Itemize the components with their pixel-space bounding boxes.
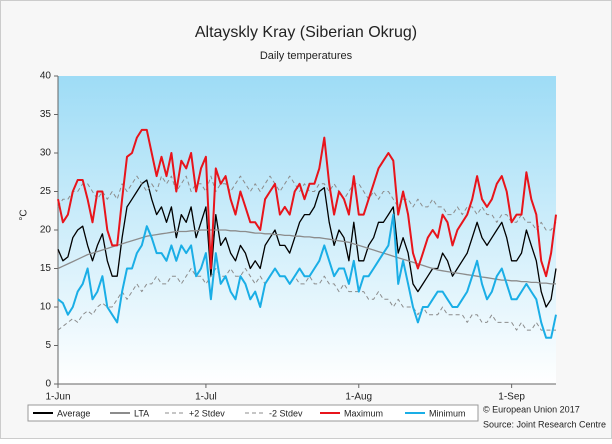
series-line bbox=[57, 175, 557, 231]
y-tick-label: 15 bbox=[40, 263, 52, 274]
y-tick-label: 30 bbox=[40, 148, 52, 159]
chart-title: Altayskly Kray (Siberian Okrug) bbox=[195, 24, 417, 41]
series-line bbox=[57, 179, 557, 308]
legend-label: Average bbox=[57, 408, 90, 418]
plot-area bbox=[58, 76, 556, 384]
chart-subtitle: Daily temperatures bbox=[260, 50, 353, 62]
legend-label: Maximum bbox=[344, 408, 383, 418]
legend-label: Minimum bbox=[429, 408, 466, 418]
x-tick-label: 1-Jun bbox=[45, 392, 70, 403]
series-line bbox=[57, 128, 557, 278]
legend-label: -2 Stdev bbox=[269, 408, 303, 418]
x-tick-label: 1-Jul bbox=[195, 392, 217, 403]
legend-label: LTA bbox=[134, 408, 149, 418]
y-tick-label: 40 bbox=[40, 71, 52, 82]
y-tick-label: 35 bbox=[40, 109, 52, 120]
y-tick-label: 5 bbox=[45, 340, 51, 351]
y-tick-label: 20 bbox=[40, 225, 52, 236]
x-tick-label: 1-Sep bbox=[498, 392, 525, 403]
legend-label: +2 Stdev bbox=[189, 408, 225, 418]
x-tick-label: 1-Aug bbox=[345, 392, 372, 403]
copyright: © European Union 2017 bbox=[483, 404, 580, 414]
y-tick-label: 25 bbox=[40, 186, 52, 197]
series-line bbox=[57, 213, 557, 339]
y-tick-label: 10 bbox=[40, 302, 52, 313]
y-axis-label: °C bbox=[19, 209, 30, 220]
series-line bbox=[57, 268, 556, 331]
y-tick-label: 0 bbox=[45, 379, 51, 390]
source: Source: Joint Research Centre bbox=[483, 419, 606, 429]
